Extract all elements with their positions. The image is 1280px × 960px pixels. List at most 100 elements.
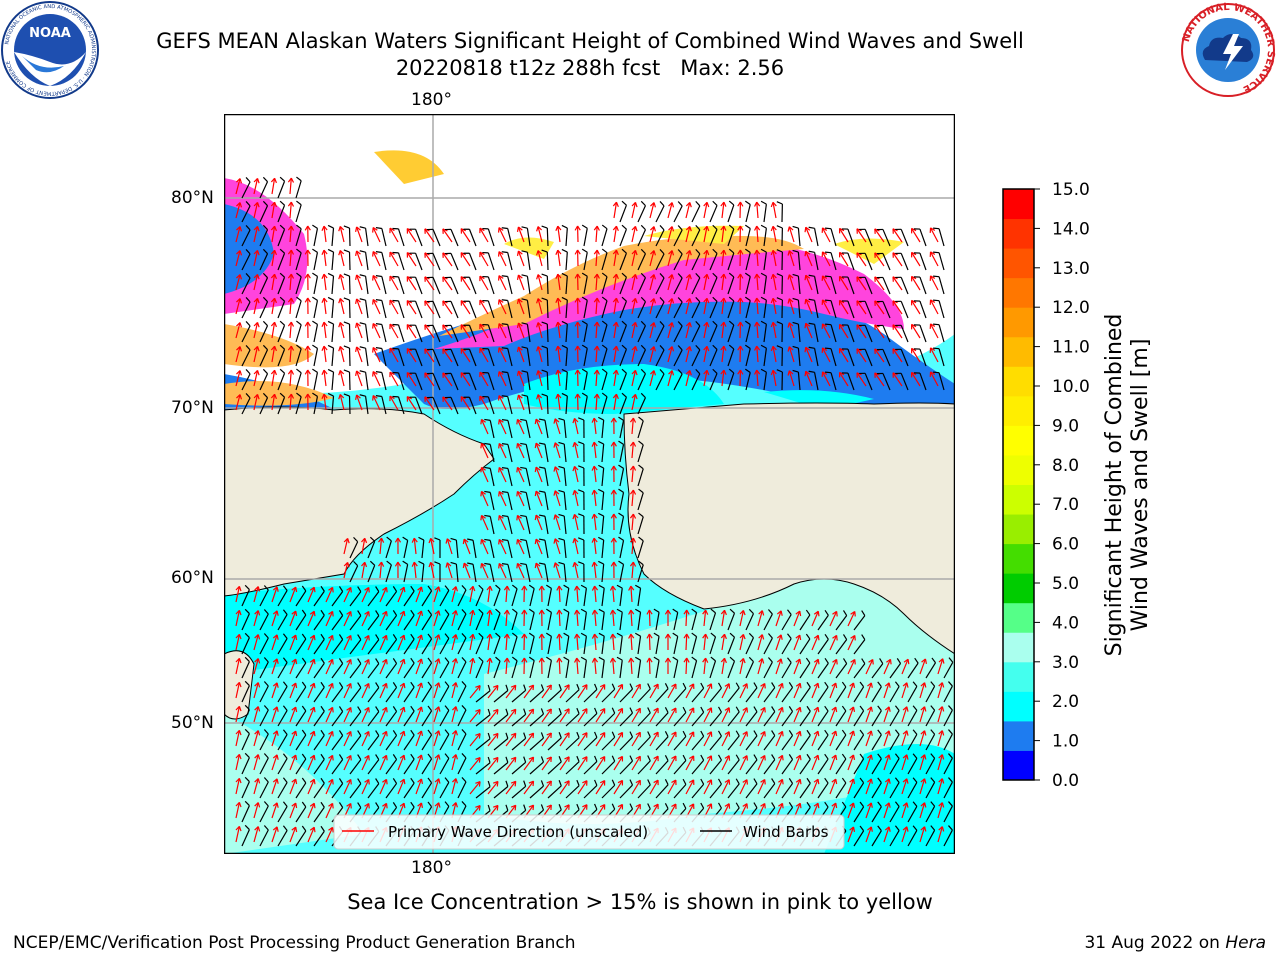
wind-barb	[385, 540, 392, 559]
wave-arrow	[235, 226, 241, 243]
wave-arrow	[517, 370, 525, 387]
wind-barb	[925, 685, 936, 703]
wave-arrow	[829, 635, 838, 651]
wave-arrow	[911, 228, 921, 243]
wave-arrow	[413, 538, 417, 555]
wind-barb	[763, 637, 773, 655]
wind-barb	[619, 468, 625, 487]
wave-arrow	[865, 659, 874, 675]
wave-arrow	[271, 682, 278, 699]
wave-arrow	[517, 322, 525, 339]
wave-arrow	[535, 490, 543, 507]
wave-arrow	[874, 228, 885, 243]
lat-label-60: 60°N	[171, 568, 214, 588]
wave-arrow	[235, 802, 240, 819]
wave-arrow	[911, 300, 921, 315]
wind-barb	[925, 805, 936, 823]
wind-barb	[565, 228, 568, 247]
wind-barb	[259, 805, 269, 823]
wind-barb	[487, 372, 495, 391]
wind-barb	[797, 276, 801, 295]
wind-barb	[241, 613, 250, 631]
wave-arrow	[829, 706, 837, 723]
wave-arrow	[929, 299, 939, 315]
wind-barb	[547, 588, 552, 607]
wave-arrow	[253, 610, 259, 627]
wind-barb	[583, 761, 598, 775]
wave-arrow	[847, 635, 856, 651]
wave-arrow	[442, 252, 453, 267]
wind-barb	[565, 737, 580, 751]
wind-barb	[525, 468, 531, 487]
wind-barb	[745, 372, 751, 391]
wave-arrow	[535, 538, 543, 555]
wave-arrow	[685, 250, 691, 267]
wind-barb	[397, 372, 405, 391]
title-line-2: 20220818 t12z 288h fcst Max: 2.56	[395, 56, 785, 80]
wave-arrow	[595, 369, 598, 387]
wind-barb	[637, 564, 644, 583]
wind-barb	[619, 516, 625, 535]
wind-barb	[507, 300, 513, 319]
wind-barb	[259, 253, 269, 271]
wave-arrow	[498, 371, 507, 387]
wind-barb	[830, 300, 837, 319]
wave-arrow	[649, 707, 659, 723]
wind-barb	[403, 564, 409, 583]
wind-barb	[544, 492, 549, 511]
wave-arrow	[379, 538, 383, 555]
wave-arrow	[649, 370, 655, 387]
wind-barb	[763, 613, 773, 631]
wave-arrow	[613, 394, 618, 411]
graticule	[224, 114, 955, 854]
wave-arrow	[235, 826, 240, 843]
wave-arrow	[289, 370, 292, 387]
wave-arrow	[929, 347, 939, 363]
wind-barb	[457, 589, 467, 607]
wind-barb	[364, 228, 369, 247]
wind-barb	[468, 373, 477, 391]
wave-arrow	[856, 348, 867, 363]
wind-barb	[943, 781, 953, 799]
wave-arrow	[573, 514, 579, 531]
wave-arrow	[721, 346, 725, 363]
wave-arrow	[631, 202, 637, 219]
lat-label-70: 70°N	[171, 398, 214, 418]
wind-barb	[313, 686, 325, 703]
wind-barb	[871, 710, 882, 727]
wind-barb	[450, 277, 459, 295]
wave-arrow	[631, 538, 634, 555]
wind-barb	[655, 712, 669, 727]
wind-barb	[813, 324, 819, 343]
wind-barb	[797, 228, 801, 247]
wave-arrow	[667, 322, 673, 339]
wind-barb	[853, 686, 865, 703]
wave-arrow	[558, 657, 561, 675]
wind-barb	[709, 711, 722, 727]
wind-barb	[583, 348, 588, 367]
wind-barb	[799, 782, 811, 799]
coastal-waves-se	[824, 744, 955, 854]
wind-barb	[241, 829, 250, 847]
wave-arrow	[289, 730, 297, 747]
wave-arrow	[397, 706, 405, 723]
wave-arrow	[576, 658, 579, 675]
wind-barb	[241, 253, 251, 271]
wave-arrow	[648, 657, 651, 675]
wind-barb	[709, 735, 722, 751]
wind-barb	[489, 444, 495, 463]
wave-arrow	[685, 346, 691, 363]
wave-arrow	[757, 658, 763, 675]
wave-arrow	[595, 393, 598, 411]
wind-barb	[277, 782, 288, 799]
wind-barb	[601, 228, 608, 247]
wave-arrow	[451, 658, 457, 675]
wind-barb	[889, 734, 900, 751]
title-line-1: GEFS MEAN Alaskan Waters Significant Hei…	[156, 29, 1024, 53]
wave-arrow	[235, 754, 240, 771]
wind-barb	[331, 711, 344, 727]
wind-barb	[259, 685, 269, 703]
wind-barb	[414, 252, 423, 271]
wind-barb	[799, 686, 811, 703]
wind-barb	[432, 253, 441, 271]
